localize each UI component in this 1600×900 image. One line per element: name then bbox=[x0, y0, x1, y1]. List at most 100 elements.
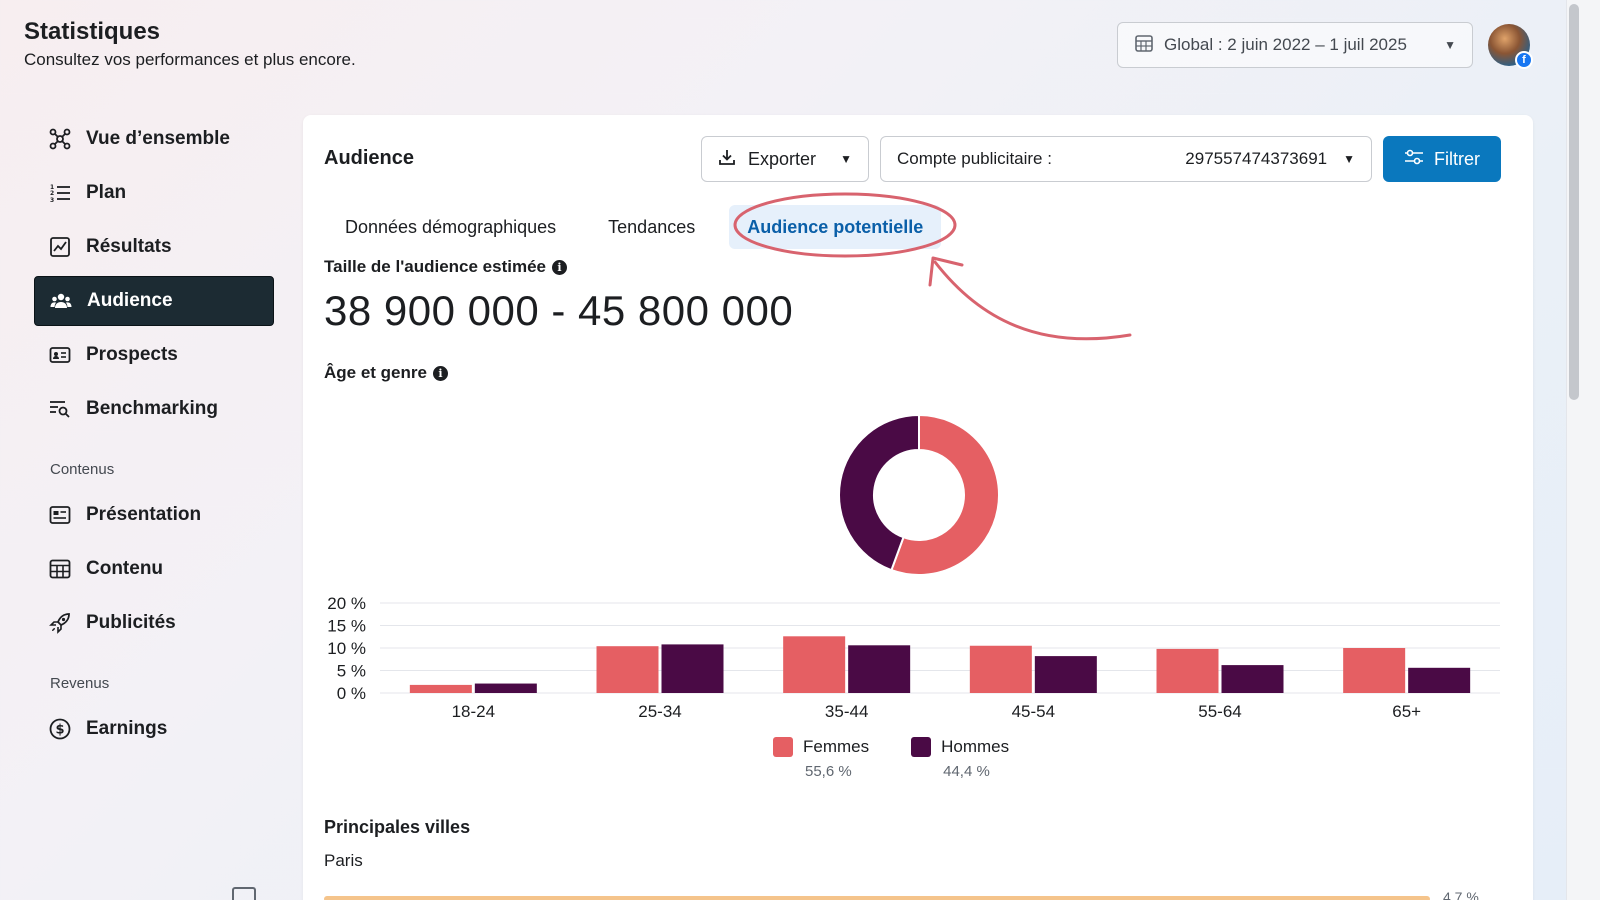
sidebar-item-label: Plan bbox=[86, 182, 127, 203]
legend-women[interactable]: Femmes 55,6 % bbox=[773, 737, 869, 780]
x-tick-label: 55-64 bbox=[1198, 702, 1241, 721]
sliders-icon bbox=[1404, 148, 1424, 171]
ad-account-select[interactable]: Compte publicitaire : 297557474373691 ▼ bbox=[880, 136, 1372, 182]
sidebar-item-overview[interactable]: Vue d’ensemble bbox=[34, 114, 274, 164]
people-icon bbox=[49, 289, 73, 313]
page-subtitle: Consultez vos performances et plus encor… bbox=[24, 50, 356, 69]
sidebar-section-revenue: Revenus bbox=[50, 675, 110, 692]
donut-slice-hommes bbox=[838, 413, 920, 572]
date-range-label: Global : 2 juin 2022 – 1 juil 2025 bbox=[1164, 35, 1407, 54]
audience-size-value: 38 900 000 - 45 800 000 bbox=[324, 287, 794, 334]
city-percent: 4,7 % bbox=[1443, 889, 1479, 900]
sidebar-item-label: Contenu bbox=[86, 558, 164, 579]
avatar[interactable]: f bbox=[1488, 24, 1533, 69]
download-icon bbox=[718, 148, 736, 171]
bar-femmes-25-34 bbox=[596, 646, 659, 693]
x-tick-label: 65+ bbox=[1392, 702, 1421, 721]
bar-femmes-65+ bbox=[1343, 648, 1406, 693]
presentation-icon bbox=[48, 503, 72, 527]
bar-hommes-25-34 bbox=[661, 644, 724, 693]
id-card-icon bbox=[48, 343, 72, 367]
chart-icon bbox=[48, 235, 72, 259]
sidebar-item-label: Publicités bbox=[86, 612, 176, 633]
bar-hommes-18-24 bbox=[474, 683, 537, 693]
city-bar bbox=[324, 896, 1430, 900]
filter-label: Filtrer bbox=[1434, 148, 1480, 169]
sidebar-item-presentation[interactable]: Présentation bbox=[34, 490, 274, 540]
age-gender-label: Âge et genre i bbox=[324, 363, 448, 383]
age-gender-chart: 20 % 15 % 10 % 5 % 0 % 18-24 25-34 35-44 45-54 55… bbox=[327, 413, 1500, 721]
sidebar-item-label: Prospects bbox=[86, 344, 178, 365]
bar-femmes-55-64 bbox=[1156, 648, 1219, 693]
bar-femmes-45-54 bbox=[969, 645, 1032, 693]
overview-icon bbox=[48, 127, 72, 151]
page-title: Statistiques bbox=[24, 18, 161, 45]
legend-percent: 44,4 % bbox=[943, 763, 990, 780]
top-cities-title: Principales villes bbox=[324, 817, 471, 837]
y-tick-label: 20 % bbox=[327, 594, 366, 613]
x-tick-label: 18-24 bbox=[452, 702, 495, 721]
svg-text:2: 2 bbox=[50, 190, 54, 197]
date-range-picker[interactable]: Global : 2 juin 2022 – 1 juil 2025 ▼ bbox=[1117, 22, 1473, 68]
y-tick-label: 5 % bbox=[337, 662, 366, 681]
legend-men[interactable]: Hommes 44,4 % bbox=[911, 737, 1009, 780]
legend-label: Hommes bbox=[941, 737, 1010, 756]
sidebar-item-label: Vue d’ensemble bbox=[86, 128, 230, 149]
bar-hommes-65+ bbox=[1408, 667, 1471, 693]
x-tick-label: 35-44 bbox=[825, 702, 868, 721]
bar-femmes-18-24 bbox=[409, 684, 472, 693]
x-tick-label: 25-34 bbox=[638, 702, 681, 721]
y-tick-label: 0 % bbox=[337, 684, 366, 703]
sidebar-item-benchmarking[interactable]: Benchmarking bbox=[34, 384, 274, 434]
export-button[interactable]: Exporter ▼ bbox=[701, 136, 869, 182]
account-label: Compte publicitaire : bbox=[897, 149, 1052, 168]
chevron-down-icon: ▼ bbox=[1444, 38, 1456, 52]
y-tick-label: 15 % bbox=[327, 617, 366, 636]
city-name: Paris bbox=[324, 851, 363, 870]
legend-swatch-men bbox=[911, 737, 932, 757]
bar-femmes-35-44 bbox=[783, 636, 846, 693]
filter-button[interactable]: Filtrer bbox=[1383, 136, 1501, 182]
grid-icon bbox=[48, 557, 72, 581]
y-tick-label: 10 % bbox=[327, 639, 366, 658]
sidebar-toggle-icon[interactable] bbox=[232, 887, 256, 900]
scrollbar-thumb[interactable] bbox=[1569, 4, 1579, 400]
legend-label: Femmes bbox=[803, 737, 870, 756]
account-id: 297557474373691 bbox=[1185, 149, 1328, 168]
chevron-down-icon: ▼ bbox=[1343, 152, 1355, 166]
tab-trends[interactable]: Tendances bbox=[608, 216, 696, 237]
export-label: Exporter bbox=[748, 148, 817, 169]
audience-size-label: Taille de l'audience estimée i bbox=[324, 257, 567, 277]
sidebar-item-prospects[interactable]: Prospects bbox=[34, 330, 274, 380]
tab-demographics[interactable]: Données démographiques bbox=[345, 216, 557, 237]
sidebar-item-results[interactable]: Résultats bbox=[34, 222, 274, 272]
search-list-icon bbox=[48, 397, 72, 421]
sidebar-section-content: Contenus bbox=[50, 461, 115, 478]
sidebar-item-label: Présentation bbox=[86, 504, 202, 525]
svg-text:3: 3 bbox=[50, 197, 54, 204]
sidebar-item-contenu[interactable]: Contenu bbox=[34, 544, 274, 594]
chevron-down-icon: ▼ bbox=[840, 152, 852, 166]
svg-text:$: $ bbox=[55, 723, 64, 738]
sidebar-item-label: Benchmarking bbox=[86, 398, 218, 419]
bar-hommes-55-64 bbox=[1221, 665, 1284, 693]
sidebar-item-label: Résultats bbox=[86, 236, 172, 257]
info-icon[interactable]: i bbox=[432, 365, 448, 381]
info-icon[interactable]: i bbox=[552, 259, 567, 275]
sidebar-item-publicites[interactable]: Publicités bbox=[34, 598, 274, 648]
x-tick-label: 45-54 bbox=[1012, 702, 1055, 721]
sidebar-item-audience[interactable]: Audience bbox=[34, 276, 274, 326]
card-title: Audience bbox=[324, 147, 415, 169]
chart-legend: Femmes 55,6 % Hommes 44,4 % bbox=[773, 737, 1009, 780]
donut-slice-femmes bbox=[890, 413, 1000, 576]
sidebar-item-earnings[interactable]: $ Earnings bbox=[34, 704, 274, 754]
rocket-icon bbox=[48, 611, 72, 635]
facebook-icon: f bbox=[1515, 51, 1533, 69]
legend-percent: 55,6 % bbox=[805, 763, 852, 780]
sidebar-item-label: Earnings bbox=[86, 718, 168, 739]
audience-card: Audience Exporter ▼ Compte publicitaire … bbox=[303, 115, 1533, 900]
bar-hommes-35-44 bbox=[848, 645, 911, 693]
legend-swatch-women bbox=[773, 737, 793, 757]
